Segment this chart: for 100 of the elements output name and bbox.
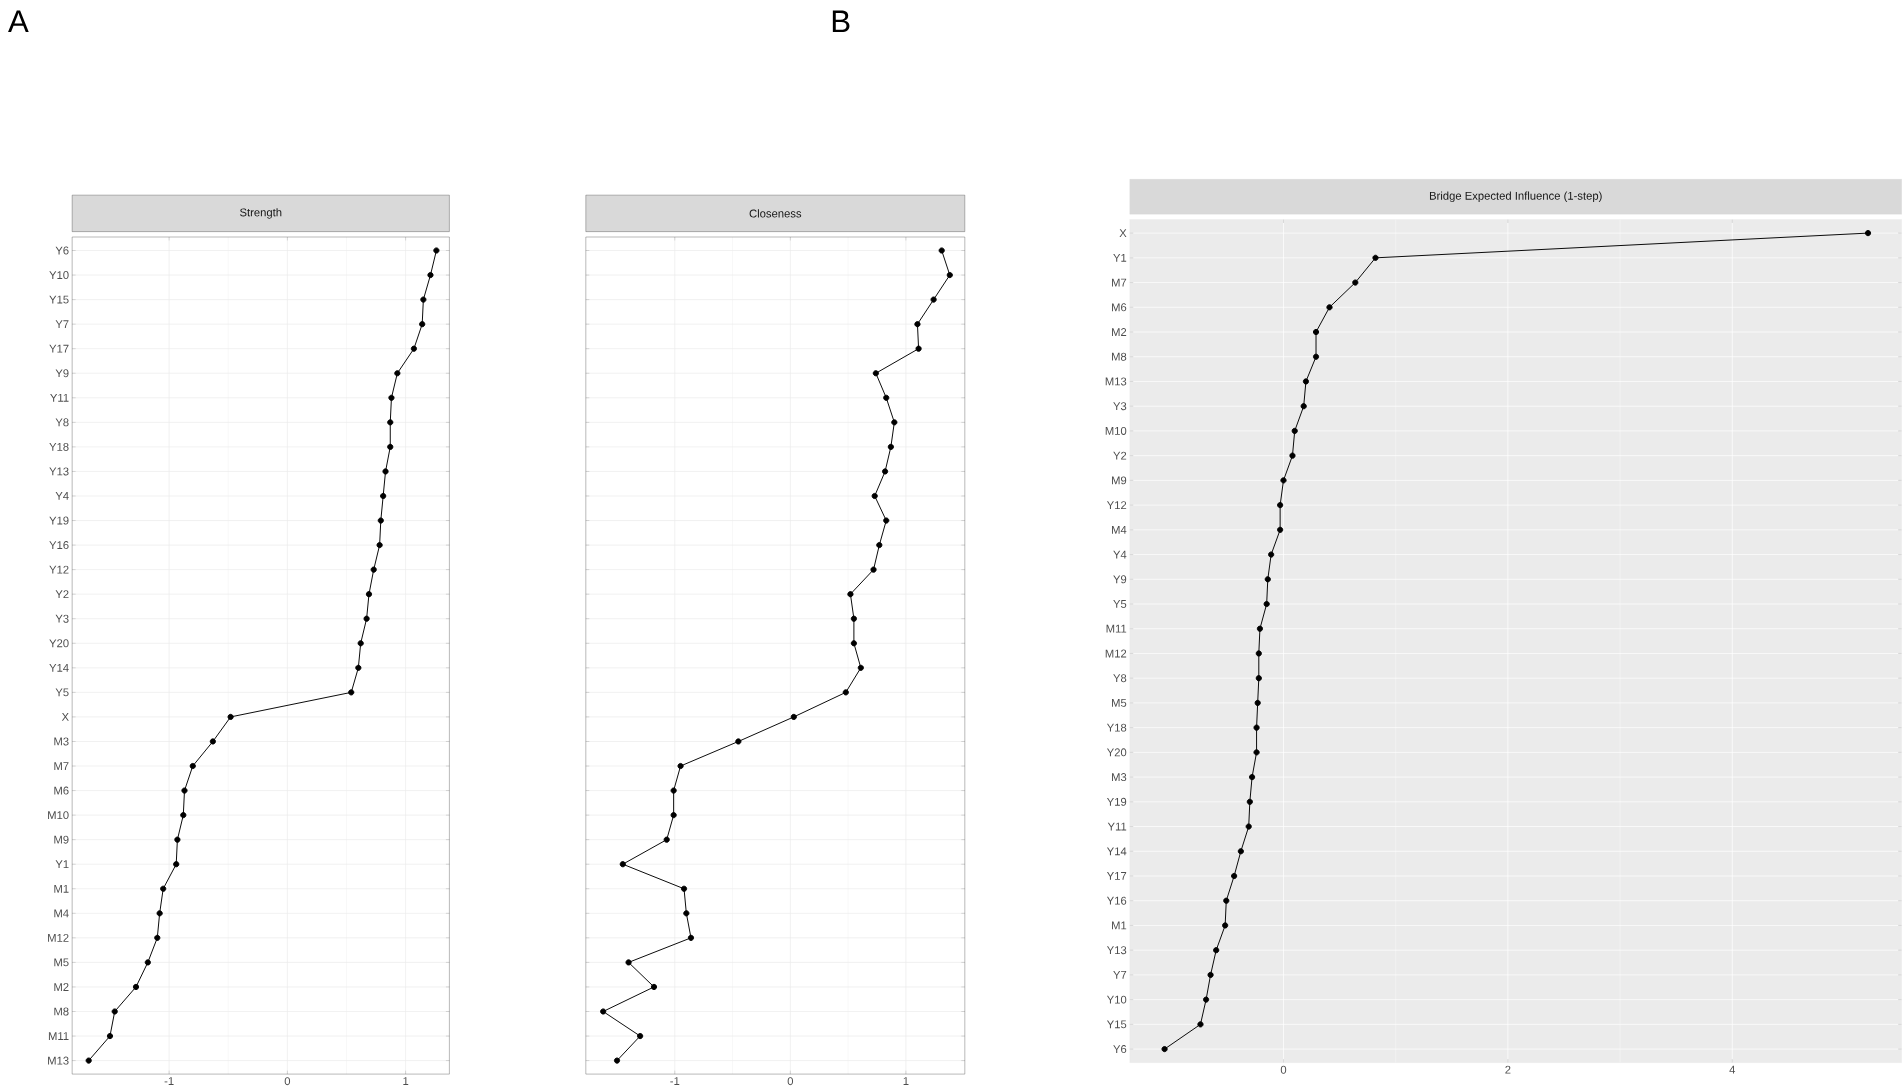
y-tick-label: M2 <box>1112 328 1127 336</box>
point <box>883 517 890 524</box>
point <box>1231 872 1238 880</box>
y-tick-label: Y1 <box>1113 253 1127 262</box>
y-tick-label: Y18 <box>1106 723 1127 732</box>
y-tick-label: Y14 <box>1106 847 1127 856</box>
y-tick-label: M10 <box>48 811 69 820</box>
point <box>687 934 695 941</box>
point <box>377 517 384 524</box>
point <box>1213 947 1220 954</box>
point <box>842 689 849 696</box>
point <box>847 591 854 598</box>
point <box>388 394 395 401</box>
point <box>914 321 921 328</box>
point <box>1255 675 1262 682</box>
point <box>1253 724 1260 731</box>
text: A <box>8 10 29 33</box>
point <box>625 959 632 966</box>
point <box>410 345 417 352</box>
point <box>106 1032 114 1040</box>
point <box>915 345 922 352</box>
y-tick-label: M11 <box>48 1032 69 1040</box>
y-tick-label: M7 <box>1112 278 1127 287</box>
point <box>670 812 677 819</box>
point <box>348 689 355 696</box>
point <box>85 1057 92 1064</box>
point <box>427 271 434 279</box>
x-tick-label: -1 <box>164 1077 174 1085</box>
y-tick-label: Y17 <box>49 344 69 353</box>
point <box>683 910 690 917</box>
y-tick-label: Y6 <box>55 246 69 255</box>
point <box>1222 922 1229 929</box>
y-tick-label: Y16 <box>49 541 69 550</box>
point <box>850 615 857 622</box>
y-tick-label: M13 <box>48 1056 69 1065</box>
y-tick-label: Y20 <box>49 639 69 648</box>
y-tick-label: M11 <box>1106 624 1127 633</box>
point <box>357 640 364 647</box>
y-tick-label: M6 <box>1112 303 1127 312</box>
point <box>946 271 953 279</box>
y-tick-label: Y5 <box>55 688 69 697</box>
y-tick-label: Y2 <box>55 590 69 599</box>
point <box>160 885 167 892</box>
x-tick-label: 4 <box>1729 1065 1736 1074</box>
y-tick-label: Y17 <box>1106 872 1127 880</box>
point <box>1256 625 1264 632</box>
point <box>180 812 187 819</box>
x-tick-label: 0 <box>787 1077 794 1086</box>
point <box>613 1057 621 1064</box>
y-tick-label: Y15 <box>49 295 69 304</box>
point <box>1253 749 1260 756</box>
point <box>1312 328 1320 336</box>
point <box>857 664 864 671</box>
point <box>870 566 877 573</box>
y-tick-label: M1 <box>1112 921 1127 930</box>
point <box>619 861 626 868</box>
y-tick-label: Y8 <box>55 418 69 427</box>
point <box>1197 1021 1204 1028</box>
y-tick-label: M10 <box>1105 426 1127 435</box>
point <box>420 296 427 303</box>
point <box>144 959 151 966</box>
point <box>850 640 857 647</box>
point <box>1302 378 1310 385</box>
point <box>882 468 889 475</box>
y-tick-label: Y4 <box>55 492 69 500</box>
point <box>209 738 216 745</box>
point <box>600 1008 607 1015</box>
point <box>1268 551 1275 558</box>
point <box>111 1008 118 1015</box>
x-tick-label: -1 <box>670 1077 680 1085</box>
y-tick-label: M6 <box>54 786 69 795</box>
y-tick-label: Y7 <box>55 320 69 329</box>
point <box>677 762 684 770</box>
point <box>1263 600 1270 608</box>
point <box>173 861 180 868</box>
y-tick-label: Y13 <box>49 467 69 476</box>
point <box>637 1032 644 1040</box>
y-tick-label: Y3 <box>1113 402 1127 411</box>
point <box>387 419 394 426</box>
y-tick-label: M9 <box>54 835 69 844</box>
y-tick-label: Y19 <box>1106 797 1127 806</box>
point <box>370 566 377 573</box>
y-tick-label: M4 <box>54 909 69 918</box>
y-tick-label: M7 <box>54 762 69 770</box>
y-tick-label: M12 <box>1105 649 1127 658</box>
point <box>382 468 389 475</box>
y-tick-label: Y2 <box>1113 451 1127 460</box>
y-tick-label: M8 <box>54 1007 69 1016</box>
y-tick-label: Y12 <box>49 565 69 574</box>
y-tick-label: Y13 <box>1106 946 1127 955</box>
point <box>1255 650 1262 657</box>
chart-title: Strength <box>240 208 282 219</box>
y-tick-label: Y10 <box>1106 995 1127 1004</box>
point <box>1277 502 1284 509</box>
y-tick-label: Y11 <box>50 393 69 402</box>
x-tick-label: 0 <box>284 1077 291 1086</box>
point <box>871 492 878 500</box>
point <box>1326 304 1333 311</box>
point <box>394 370 401 377</box>
point <box>1223 897 1230 904</box>
